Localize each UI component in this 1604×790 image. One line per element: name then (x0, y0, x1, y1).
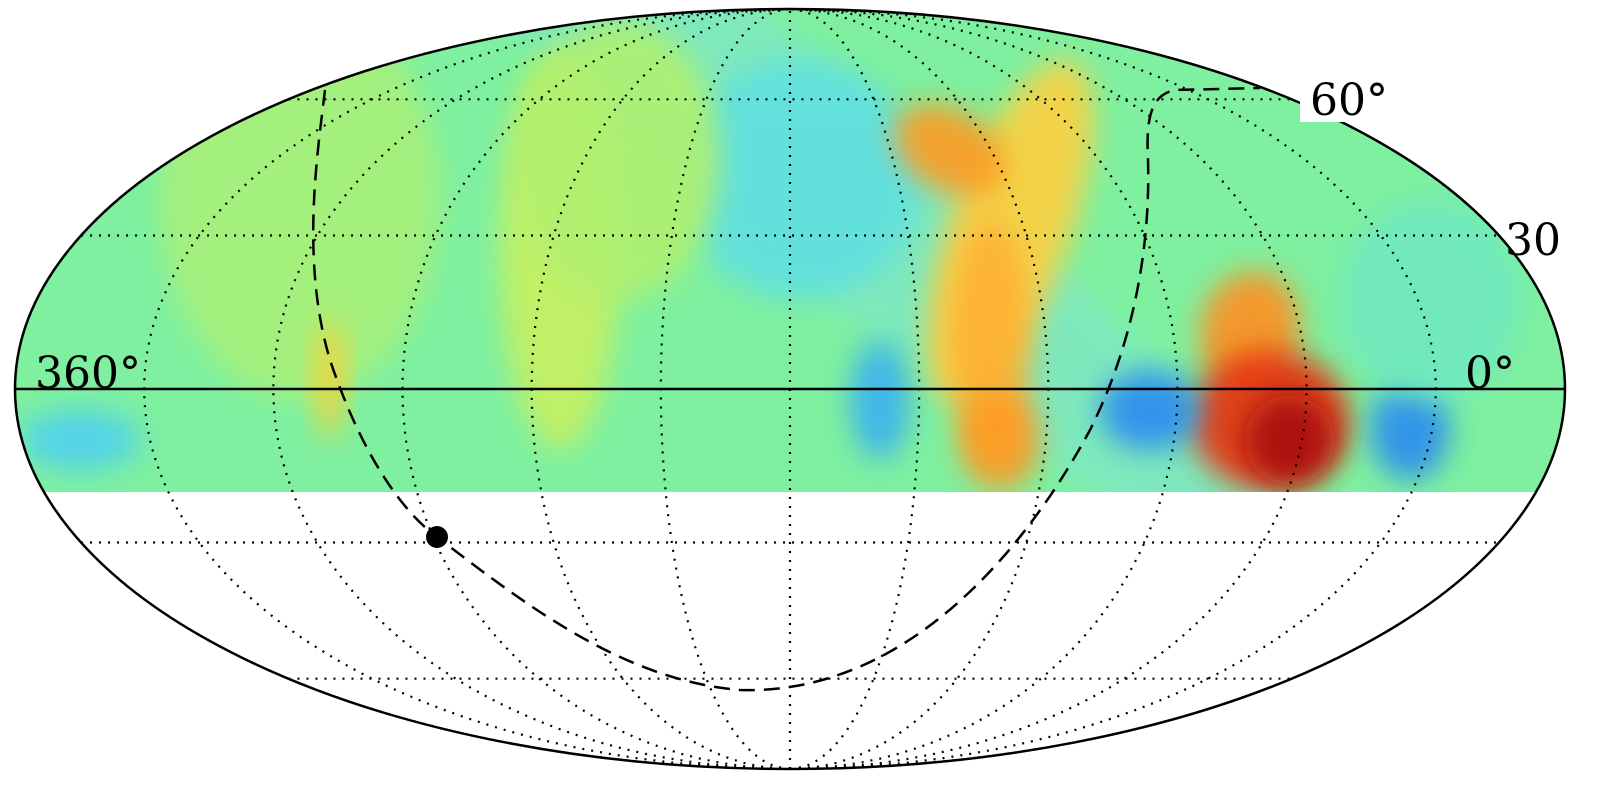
intensity-blob (316, 320, 344, 440)
intensity-blob (1340, 200, 1520, 400)
map-border (13, 7, 1567, 771)
label-bg (1300, 72, 1410, 122)
dashed-circle (311, 86, 1261, 692)
intensity-blob (1100, 370, 1200, 450)
source-marker (426, 526, 448, 548)
intensity-blob (20, 410, 140, 470)
intensity-blob (520, 20, 720, 300)
latitude-label: 30 (1505, 215, 1561, 266)
longitude-label: 360° (35, 348, 141, 399)
intensity-blob (1370, 380, 1450, 480)
intensity-blob (680, 60, 920, 300)
meridian (789, 9, 1179, 769)
intensity-blob (894, 104, 1006, 196)
longitude-label: 0° (1465, 348, 1515, 399)
intensity-blob (850, 340, 910, 460)
intensity-blob (960, 390, 1040, 490)
latitude-label: 60° (1310, 75, 1388, 126)
intensity-blob (1245, 395, 1335, 485)
meridian (401, 9, 791, 769)
